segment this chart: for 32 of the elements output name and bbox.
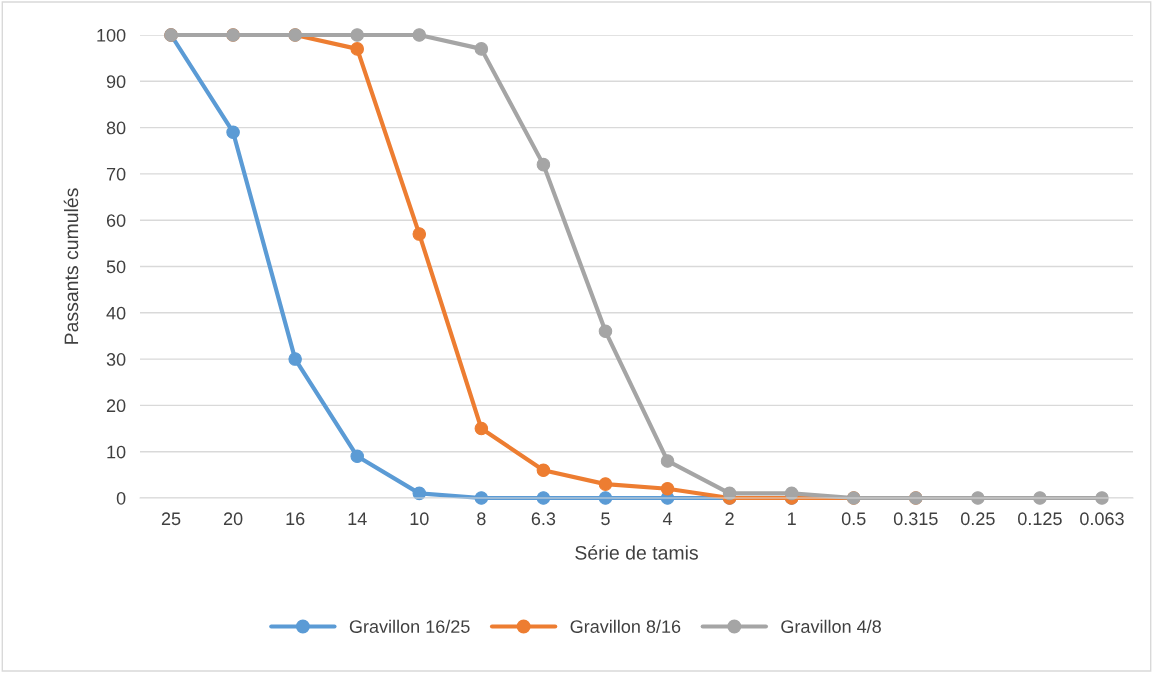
y-tick-label: 100	[97, 28, 126, 42]
x-tick-label: 0.125	[1018, 512, 1062, 526]
x-tick-label: 0.25	[960, 512, 995, 526]
x-tick-label: 5	[601, 512, 610, 526]
x-tick-label: 16	[286, 512, 305, 526]
x-tick-label: 8	[477, 512, 486, 526]
x-tick-label: 4	[662, 512, 673, 525]
x-tick-label: 0.315	[893, 512, 938, 526]
x-tick-label: 1	[788, 512, 796, 525]
x-tick-label: 20	[223, 512, 243, 526]
y-axis-title: Passants cumulés	[63, 188, 79, 344]
legend-label: Gravillon 8/16	[570, 619, 681, 633]
y-tick-label: 70	[106, 167, 126, 181]
x-tick-label: 6.3	[531, 512, 556, 526]
x-tick-label: 2	[725, 512, 734, 525]
x-tick-label: 10	[410, 512, 429, 526]
x-tick-label: 0.063	[1080, 512, 1124, 526]
y-tick-label: 60	[106, 214, 126, 227]
x-tick-label: 14	[348, 512, 367, 525]
y-tick-label: 20	[106, 399, 126, 413]
legend-label: Gravillon 4/8	[781, 619, 881, 633]
x-tick-label: 25	[161, 512, 181, 526]
y-tick-label: 90	[106, 75, 126, 89]
legend-label: Gravillon 16/25	[349, 619, 470, 633]
y-tick-label: 0	[116, 491, 126, 505]
y-tick-label: 50	[106, 260, 126, 274]
y-tick-label: 80	[106, 121, 126, 135]
y-tick-label: 10	[107, 445, 126, 459]
x-tick-label: 0.5	[841, 512, 866, 526]
x-axis-title: Série de tamis	[575, 545, 698, 560]
y-tick-label: 40	[106, 306, 126, 320]
y-tick-label: 30	[106, 353, 126, 366]
